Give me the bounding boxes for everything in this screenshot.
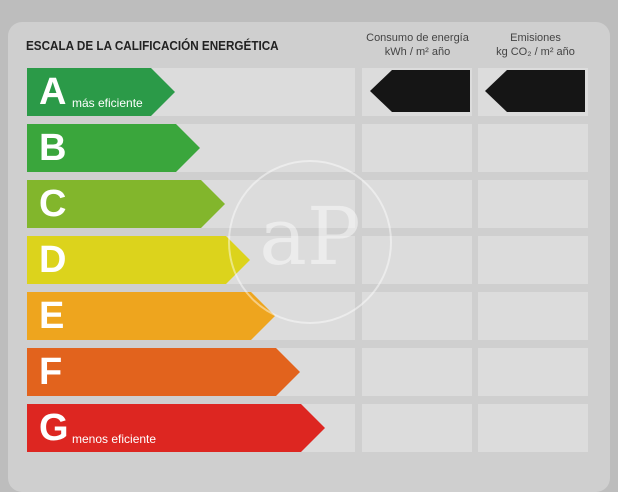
consumo-pointer [370,70,470,112]
emisiones-cell [478,348,588,396]
consumo-cell [362,348,472,396]
rating-arrow-f: F [27,348,300,396]
rating-arrow-d: D [27,236,250,284]
emisiones-pointer [485,70,585,112]
rating-letter: D [39,239,67,281]
emisiones-cell [478,404,588,452]
rating-letter: G [39,407,69,449]
rating-arrow-a: A más eficiente [27,68,175,116]
consumo-cell [362,292,472,340]
emisiones-cell [478,180,588,228]
consumo-header-line1: Consumo de energía [366,32,469,44]
emisiones-header: Emisiones kg CO₂ / m² año [478,31,593,59]
page-title: ESCALA DE LA CALIFICACIÓN ENERGÉTICA [26,38,279,53]
rating-arrow-e: E [27,292,275,340]
rating-arrow-b: B [27,124,200,172]
consumo-cell [362,404,472,452]
consumo-header: Consumo de energía kWh / m² año [355,31,480,59]
rating-letter: C [39,183,67,225]
emisiones-cell [478,236,588,284]
watermark-logo: aP [228,160,392,324]
rating-label: más eficiente [72,96,143,110]
consumo-header-unit: kWh / m² año [384,46,451,58]
emisiones-cell [478,292,588,340]
rating-arrow-c: C [27,180,225,228]
consumo-cell [362,124,472,172]
rating-letter: A [39,71,67,113]
rating-letter: F [39,351,63,393]
rating-letter: E [39,295,65,337]
emisiones-header-line1: Emisiones [510,32,561,44]
rating-letter: B [39,127,67,169]
emisiones-header-unit: kg CO₂ / m² año [496,46,575,58]
rating-label: menos eficiente [72,432,157,446]
emisiones-cell [478,124,588,172]
rating-arrow-g: G menos eficiente [27,404,325,452]
